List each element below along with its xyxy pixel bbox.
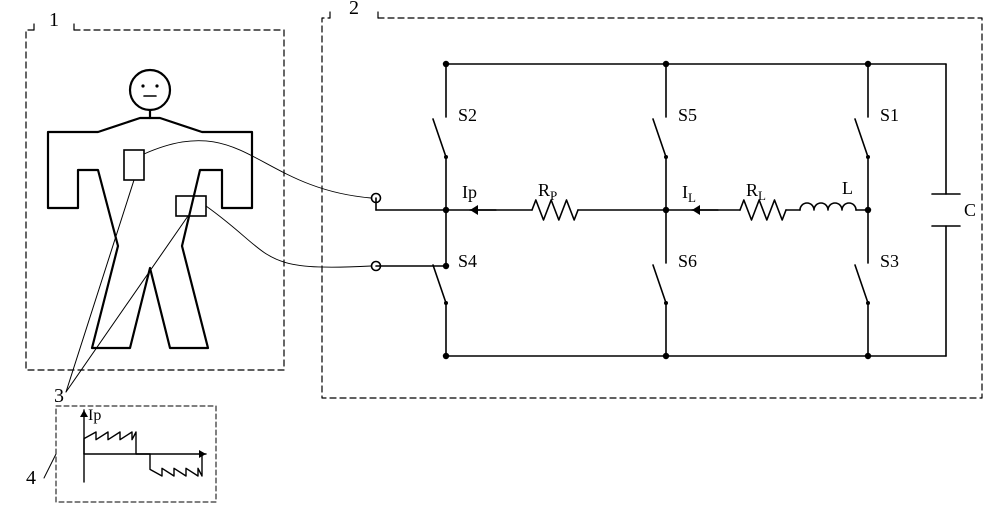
switch-s1: S1	[855, 64, 899, 210]
switch-s5: S5	[653, 64, 697, 210]
svg-text:3: 3	[54, 385, 64, 407]
svg-text:2: 2	[349, 0, 359, 19]
diagram-root: 1 2 3 4 S2 S4 S5 S6 S1 S3 Ip RP IL RL L C Ip	[0, 0, 1000, 514]
svg-text:IL: IL	[682, 182, 696, 205]
svg-text:C: C	[964, 200, 976, 220]
svg-text:Ip: Ip	[462, 182, 477, 202]
svg-text:Ip: Ip	[88, 407, 101, 424]
svg-text:S6: S6	[678, 251, 697, 271]
region-4-callout: 4	[26, 454, 56, 489]
svg-text:S5: S5	[678, 105, 697, 125]
electrode-leads	[144, 141, 371, 268]
svg-text:RP: RP	[538, 180, 557, 203]
region-3-callout: 3	[54, 180, 188, 407]
switch-s6: S6	[653, 210, 697, 356]
svg-text:S1: S1	[880, 105, 899, 125]
circuit: S2 S4 S5 S6 S1 S3 Ip RP IL RL L C	[144, 61, 976, 359]
switch-s4: S4	[433, 210, 477, 356]
switch-s3: S3	[855, 210, 899, 356]
electrode-chest	[124, 150, 144, 180]
svg-text:S3: S3	[880, 251, 899, 271]
svg-text:S2: S2	[458, 105, 477, 125]
person-icon	[48, 70, 252, 348]
svg-text:1: 1	[49, 9, 59, 31]
region-1-box: 1	[26, 9, 284, 370]
svg-text:S4: S4	[458, 251, 477, 271]
waveform-ip: Ip	[80, 407, 206, 482]
svg-text:L: L	[842, 178, 853, 198]
svg-text:RL: RL	[746, 180, 766, 203]
region-2-box: 2	[322, 0, 982, 398]
svg-text:4: 4	[26, 467, 36, 489]
